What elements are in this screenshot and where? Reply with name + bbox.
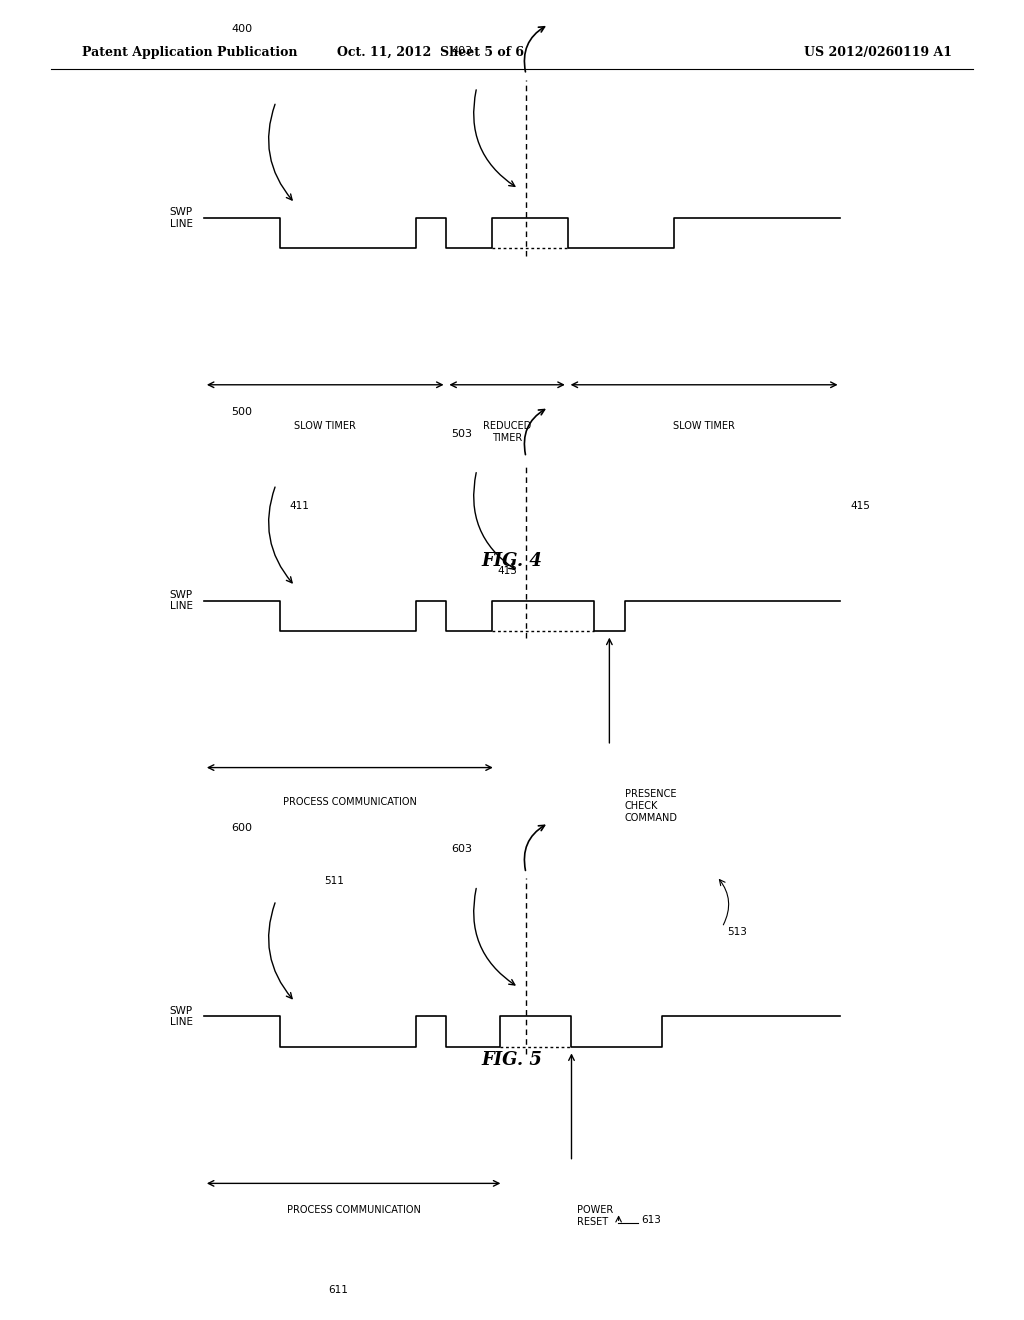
Text: PROCESS COMMUNICATION: PROCESS COMMUNICATION xyxy=(287,1205,421,1216)
Text: 500: 500 xyxy=(231,407,252,417)
Text: SWP
LINE: SWP LINE xyxy=(170,1006,193,1027)
Text: Patent Application Publication: Patent Application Publication xyxy=(82,46,297,59)
Text: 400: 400 xyxy=(231,24,253,34)
Text: 511: 511 xyxy=(325,876,344,887)
Text: REDUCED
TIMER: REDUCED TIMER xyxy=(483,421,531,442)
Text: SLOW TIMER: SLOW TIMER xyxy=(673,421,735,432)
Text: 503: 503 xyxy=(452,429,472,438)
Text: 600: 600 xyxy=(231,822,252,833)
Text: SWP
LINE: SWP LINE xyxy=(170,590,193,611)
Text: FIG. 5: FIG. 5 xyxy=(481,1051,543,1069)
Text: SWP
LINE: SWP LINE xyxy=(170,207,193,228)
Text: 411: 411 xyxy=(290,502,309,511)
Text: PRESENCE
CHECK
COMMAND: PRESENCE CHECK COMMAND xyxy=(625,789,678,822)
Text: 413: 413 xyxy=(497,566,517,577)
Text: POWER
RESET: POWER RESET xyxy=(577,1205,613,1226)
Text: SLOW TIMER: SLOW TIMER xyxy=(294,421,356,432)
Text: PROCESS COMMUNICATION: PROCESS COMMUNICATION xyxy=(283,796,417,807)
Text: 403: 403 xyxy=(451,46,472,55)
Text: 611: 611 xyxy=(329,1286,348,1295)
Text: US 2012/0260119 A1: US 2012/0260119 A1 xyxy=(804,46,952,59)
Text: 415: 415 xyxy=(851,502,870,511)
Text: Oct. 11, 2012  Sheet 5 of 6: Oct. 11, 2012 Sheet 5 of 6 xyxy=(337,46,523,59)
Text: 603: 603 xyxy=(452,845,472,854)
Text: FIG. 4: FIG. 4 xyxy=(481,552,543,570)
Text: 613: 613 xyxy=(641,1214,662,1225)
Text: 513: 513 xyxy=(727,927,748,937)
